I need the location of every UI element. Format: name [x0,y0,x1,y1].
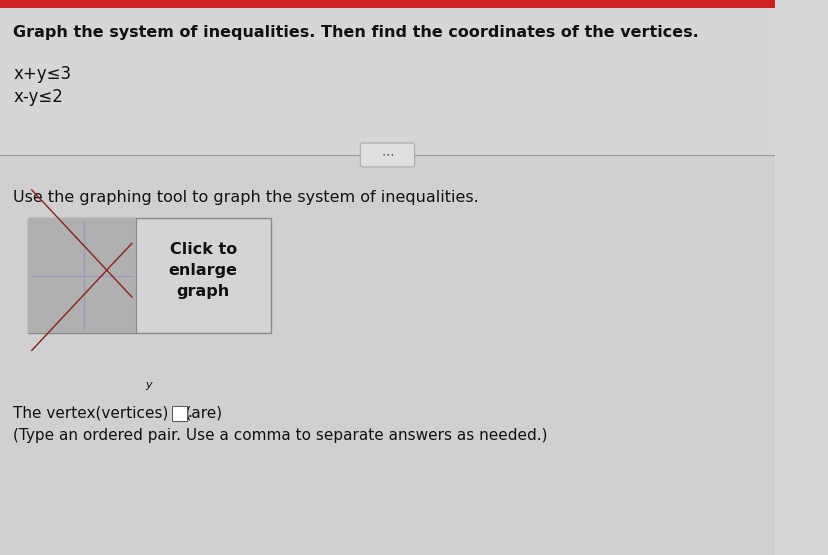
Bar [171,406,186,421]
Text: (Type an ordered pair. Use a comma to separate answers as needed.): (Type an ordered pair. Use a comma to se… [13,428,547,443]
Text: .: . [187,405,192,420]
Text: x+y≤3: x+y≤3 [13,65,71,83]
Bar [0,0,774,8]
Text: y: y [145,380,152,390]
Text: x-y≤2: x-y≤2 [13,88,63,106]
Bar [28,218,135,333]
Text: Graph the system of inequalities. Then find the coordinates of the vertices.: Graph the system of inequalities. Then f… [13,25,698,40]
Text: The vertex(vertices) is(are): The vertex(vertices) is(are) [13,405,227,420]
Bar [28,218,271,333]
Bar [0,0,774,155]
Text: Click to
enlarge
graph: Click to enlarge graph [169,242,238,299]
Bar [0,155,774,555]
Text: Use the graphing tool to graph the system of inequalities.: Use the graphing tool to graph the syste… [13,190,479,205]
FancyBboxPatch shape [360,143,414,167]
Text: ⋯: ⋯ [381,149,393,162]
